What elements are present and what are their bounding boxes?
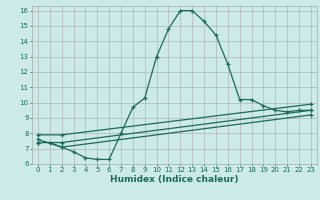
X-axis label: Humidex (Indice chaleur): Humidex (Indice chaleur) <box>110 175 239 184</box>
